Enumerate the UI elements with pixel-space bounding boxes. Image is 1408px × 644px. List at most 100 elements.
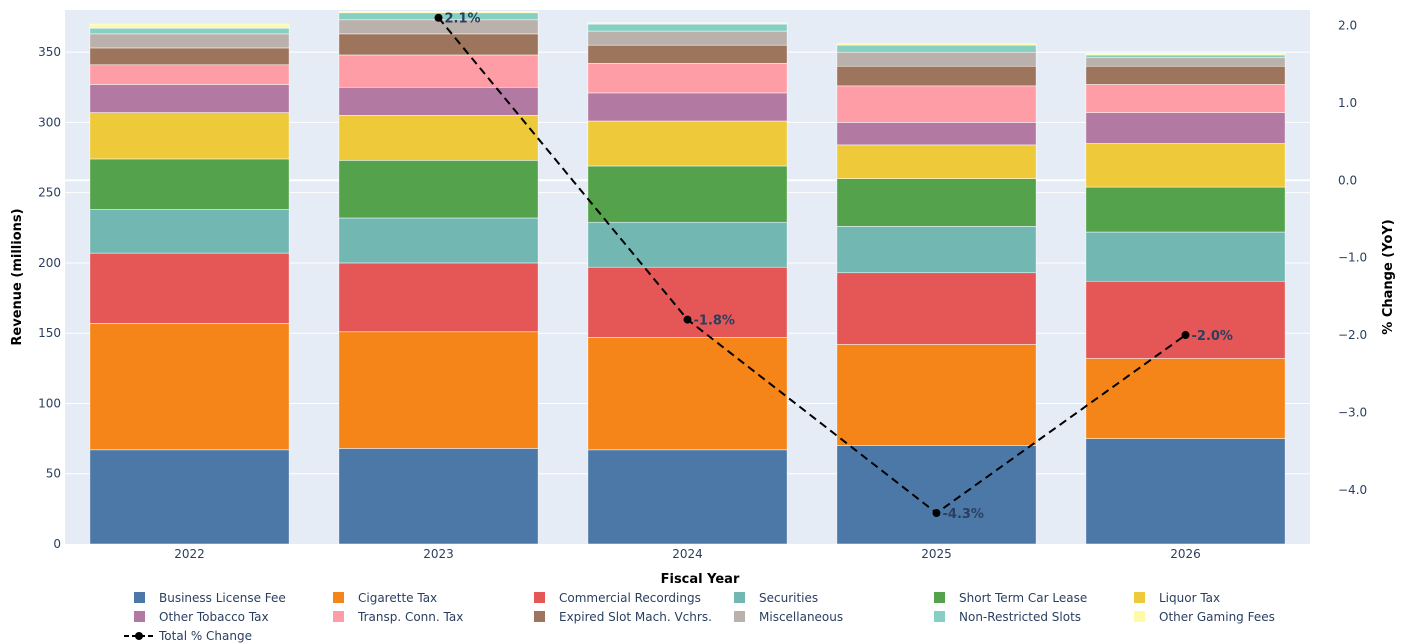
- x-tick-label: 2026: [1170, 547, 1201, 561]
- legend-swatch: [1134, 611, 1145, 622]
- bar-segment: [338, 19, 539, 35]
- x-axis-title: Fiscal Year: [661, 572, 740, 587]
- bar-segment: [89, 84, 290, 113]
- bar-segment: [89, 64, 290, 85]
- legend-label: Cigarette Tax: [358, 591, 437, 605]
- legend-swatch: [333, 592, 344, 603]
- bar-segment: [1085, 54, 1286, 59]
- legend-label: Commercial Recordings: [559, 591, 701, 605]
- bar-segment: [338, 54, 539, 88]
- y2-axis-ticks: 2.0 1.0 0.0 −1.0 −2.0 −3.0 −4.0: [1338, 18, 1367, 496]
- percent-change-point: [932, 509, 941, 518]
- percent-change-label: 2.1%: [445, 12, 481, 27]
- bar-segment: [836, 272, 1037, 345]
- percent-change-point: [1181, 331, 1190, 340]
- y-tick-label: 100: [38, 396, 61, 410]
- bar-segment: [836, 85, 1037, 123]
- bar-segment: [338, 11, 539, 14]
- percent-change-line: 2.1% -1.8% -4.3% -2.0%: [434, 12, 1233, 522]
- y2-tick-label: 2.0: [1338, 18, 1357, 32]
- legend-label: Business License Fee: [159, 591, 286, 605]
- legend-label: Expired Slot Mach. Vchrs.: [559, 610, 712, 624]
- x-tick-label: 2025: [921, 547, 952, 561]
- legend-swatch: [734, 611, 745, 622]
- bar-segment: [338, 160, 539, 219]
- legend-swatch: [134, 592, 145, 603]
- y-tick-label: 200: [38, 256, 61, 270]
- y-tick-label: 150: [38, 326, 61, 340]
- percent-change-label: -1.8%: [694, 314, 735, 329]
- bar-segment: [587, 92, 788, 122]
- bar-segment: [587, 44, 788, 64]
- bar-segment: [1085, 438, 1286, 545]
- bar-segment: [836, 122, 1037, 146]
- bar-segment: [338, 331, 539, 449]
- bar-segment: [338, 33, 539, 56]
- legend-line-marker: [135, 632, 143, 640]
- y-tick-label: 300: [38, 115, 61, 129]
- y2-tick-label: −3.0: [1338, 405, 1367, 419]
- y2-tick-label: −2.0: [1338, 328, 1367, 342]
- bar-segment: [587, 63, 788, 94]
- legend-label: Securities: [759, 591, 818, 605]
- bar-segment: [1085, 112, 1286, 144]
- legend-swatch: [934, 592, 945, 603]
- legend-label: Other Gaming Fees: [1159, 610, 1275, 624]
- bar-segment: [1085, 53, 1286, 56]
- legend-swatch: [734, 592, 745, 603]
- bar-segment: [836, 144, 1037, 179]
- bar-segment: [338, 448, 539, 545]
- legend-swatch: [534, 611, 545, 622]
- legend-label: Other Tobacco Tax: [159, 610, 269, 624]
- y2-tick-label: −1.0: [1338, 251, 1367, 265]
- legend-swatch: [134, 611, 145, 622]
- bar-segment: [836, 226, 1037, 274]
- legend-swatch: [1134, 592, 1145, 603]
- percent-change-path: [437, 17, 1187, 515]
- bar-segment: [338, 262, 539, 333]
- y2-axis-title: % Change (YoY): [1381, 219, 1396, 334]
- bar-segment: [1085, 280, 1286, 359]
- legend-label: Non-Restricted Slots: [959, 610, 1081, 624]
- x-axis-ticks: 2022 2023 2024 2025 2026: [174, 547, 1201, 561]
- legend-label: Miscellaneous: [759, 610, 843, 624]
- bar-segment: [89, 33, 290, 49]
- bar-segment: [836, 51, 1037, 67]
- bar-segment: [89, 323, 290, 451]
- bar-segment: [836, 344, 1037, 446]
- bar-segment: [89, 158, 290, 210]
- bar-segment: [89, 449, 290, 545]
- bar-segment: [587, 337, 788, 451]
- bar-segment: [1085, 57, 1286, 67]
- legend-swatch: [534, 592, 545, 603]
- x-tick-label: 2023: [423, 547, 454, 561]
- y-tick-label: 0: [53, 537, 61, 551]
- bars: [89, 11, 1286, 545]
- bar-segment: [587, 165, 788, 223]
- legend-label: Transp. Conn. Tax: [357, 610, 463, 624]
- y-tick-label: 50: [46, 467, 61, 481]
- bar-segment: [587, 22, 788, 25]
- bar-segment: [338, 87, 539, 116]
- y-tick-label: 350: [38, 45, 61, 59]
- bar-segment: [1085, 231, 1286, 282]
- bar-segment: [587, 221, 788, 268]
- bar-segment: [89, 209, 290, 254]
- legend-label: Short Term Car Lease: [959, 591, 1087, 605]
- bar-segment: [587, 120, 788, 167]
- y-tick-label: 250: [38, 186, 61, 200]
- bar-segment: [338, 217, 539, 264]
- legend-label: Liquor Tax: [1159, 591, 1220, 605]
- legend-swatch: [333, 611, 344, 622]
- bar-segment: [89, 47, 290, 66]
- bar-segment: [1085, 84, 1286, 113]
- legend-swatch: [934, 611, 945, 622]
- percent-change-point: [434, 13, 443, 22]
- y2-tick-label: 0.0: [1338, 173, 1357, 187]
- bar-segment: [89, 23, 290, 29]
- bar-segment: [587, 30, 788, 46]
- y-axis-ticks: 0 50 100 150 200 250 300 350: [38, 45, 61, 551]
- bar-segment: [1085, 143, 1286, 188]
- bar-segment: [89, 112, 290, 160]
- bar-segment: [89, 252, 290, 324]
